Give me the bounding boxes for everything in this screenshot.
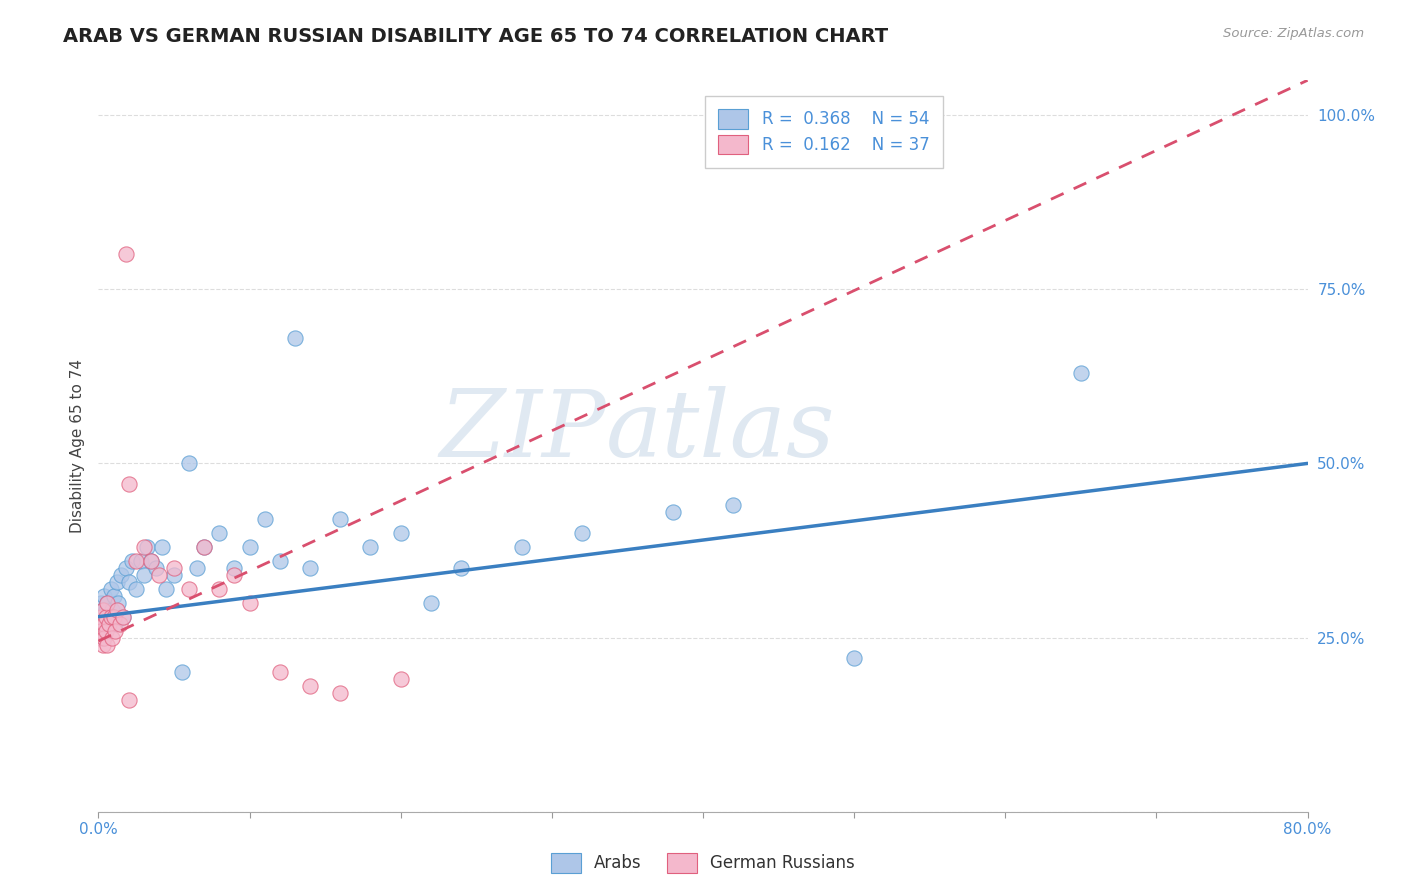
- Point: [193, 540, 215, 554]
- Point: [104, 624, 127, 638]
- Point: [135, 540, 157, 554]
- Point: [89, 609, 111, 624]
- Point: [103, 609, 125, 624]
- Point: [141, 554, 163, 568]
- Point: [105, 574, 128, 589]
- Point: [110, 567, 132, 582]
- Point: [155, 582, 177, 596]
- Point: [111, 609, 134, 624]
- Point: [118, 477, 141, 491]
- Point: [224, 567, 246, 582]
- Point: [186, 561, 208, 575]
- Point: [93, 589, 115, 603]
- Point: [96, 596, 118, 610]
- Point: [571, 526, 593, 541]
- Point: [100, 582, 122, 596]
- Point: [661, 505, 683, 519]
- Point: [389, 526, 412, 541]
- Point: [163, 561, 186, 575]
- Point: [132, 567, 155, 582]
- Point: [239, 596, 262, 610]
- Point: [93, 624, 115, 638]
- Point: [93, 631, 115, 645]
- Point: [299, 561, 322, 575]
- Point: [129, 554, 152, 568]
- Point: [91, 631, 114, 645]
- Point: [389, 673, 412, 687]
- Point: [1070, 366, 1092, 380]
- Point: [90, 596, 112, 610]
- Point: [329, 686, 352, 700]
- Text: Source: ZipAtlas.com: Source: ZipAtlas.com: [1223, 27, 1364, 40]
- Point: [96, 596, 118, 610]
- Point: [98, 609, 121, 624]
- Point: [844, 651, 866, 665]
- Point: [89, 631, 111, 645]
- Point: [108, 616, 131, 631]
- Point: [208, 526, 231, 541]
- Point: [239, 540, 262, 554]
- Point: [193, 540, 215, 554]
- Point: [90, 616, 112, 631]
- Point: [284, 331, 307, 345]
- Point: [89, 616, 111, 631]
- Point: [510, 540, 533, 554]
- Point: [93, 616, 115, 631]
- Point: [208, 582, 231, 596]
- Point: [723, 498, 745, 512]
- Point: [94, 624, 117, 638]
- Point: [91, 638, 114, 652]
- Point: [94, 609, 117, 624]
- Legend: Arabs, German Russians: Arabs, German Russians: [544, 847, 862, 880]
- Point: [125, 582, 148, 596]
- Point: [360, 540, 382, 554]
- Point: [141, 554, 163, 568]
- Point: [91, 603, 114, 617]
- Point: [253, 512, 276, 526]
- Point: [145, 561, 167, 575]
- Point: [101, 603, 124, 617]
- Point: [179, 457, 201, 471]
- Point: [94, 609, 117, 624]
- Point: [299, 679, 322, 693]
- Point: [114, 247, 136, 261]
- Text: atlas: atlas: [606, 386, 835, 476]
- Point: [111, 609, 134, 624]
- Point: [150, 540, 173, 554]
- Text: ZIP: ZIP: [440, 386, 606, 476]
- Point: [269, 554, 291, 568]
- Point: [101, 631, 124, 645]
- Point: [100, 609, 122, 624]
- Legend: R =  0.368    N = 54, R =  0.162    N = 37: R = 0.368 N = 54, R = 0.162 N = 37: [704, 96, 943, 168]
- Point: [170, 665, 193, 680]
- Point: [105, 603, 128, 617]
- Point: [104, 616, 127, 631]
- Point: [98, 616, 121, 631]
- Point: [94, 603, 117, 617]
- Point: [269, 665, 291, 680]
- Point: [179, 582, 201, 596]
- Point: [125, 554, 148, 568]
- Text: ARAB VS GERMAN RUSSIAN DISABILITY AGE 65 TO 74 CORRELATION CHART: ARAB VS GERMAN RUSSIAN DISABILITY AGE 65…: [63, 27, 889, 45]
- Y-axis label: Disability Age 65 to 74: Disability Age 65 to 74: [69, 359, 84, 533]
- Point: [132, 540, 155, 554]
- Point: [450, 561, 472, 575]
- Point: [121, 554, 143, 568]
- Point: [118, 693, 141, 707]
- Point: [90, 609, 112, 624]
- Point: [103, 589, 125, 603]
- Point: [96, 638, 118, 652]
- Point: [163, 567, 186, 582]
- Point: [148, 567, 170, 582]
- Point: [90, 624, 112, 638]
- Point: [329, 512, 352, 526]
- Point: [118, 574, 141, 589]
- Point: [114, 561, 136, 575]
- Point: [420, 596, 443, 610]
- Point: [224, 561, 246, 575]
- Point: [91, 603, 114, 617]
- Point: [96, 616, 118, 631]
- Point: [107, 596, 129, 610]
